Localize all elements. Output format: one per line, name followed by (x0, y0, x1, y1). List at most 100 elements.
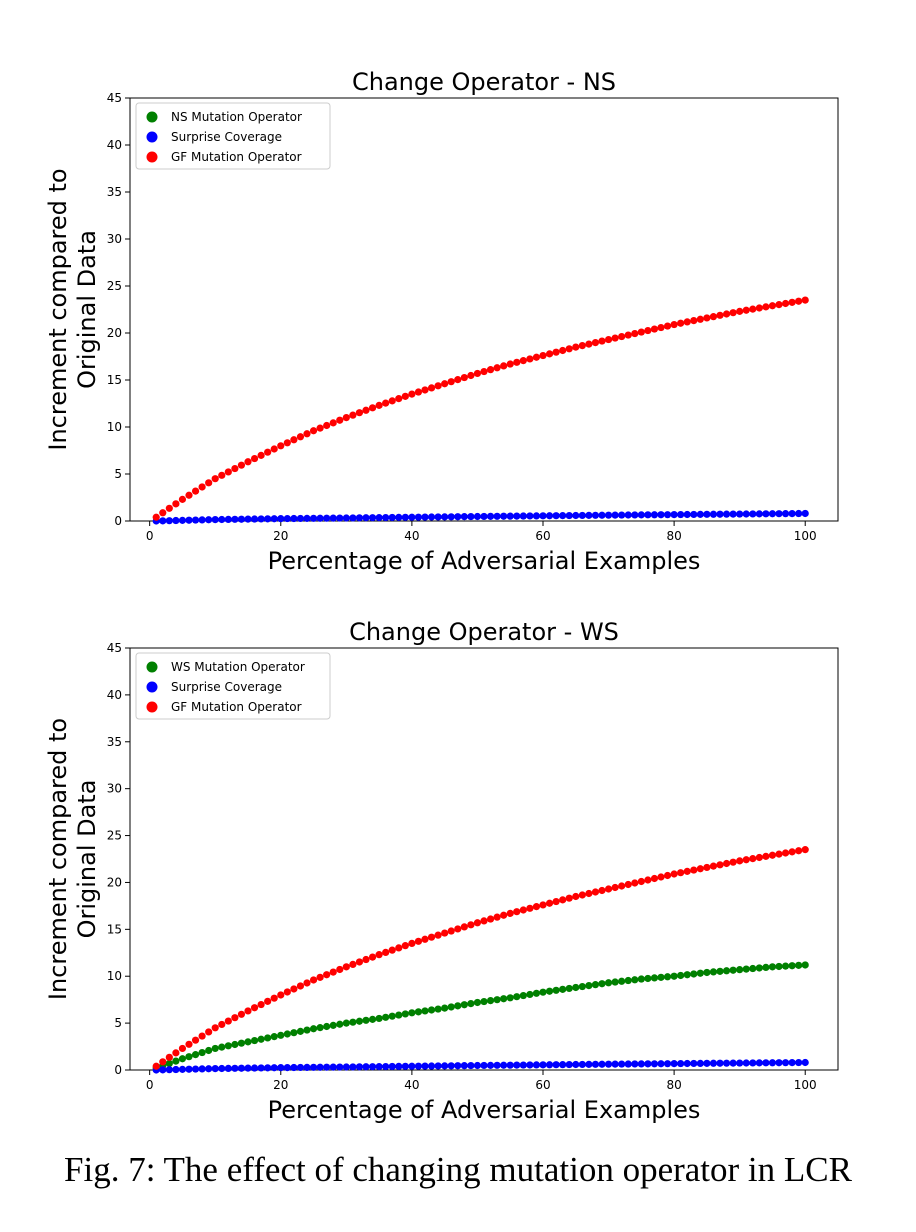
data-point (788, 962, 796, 970)
data-point (709, 313, 718, 321)
data-point (375, 514, 383, 522)
x-tick-label: 20 (273, 1078, 288, 1092)
data-point (624, 880, 632, 889)
data-point (657, 873, 665, 881)
legend-label: WS Mutation Operator (171, 660, 305, 674)
x-axis-label: Percentage of Adversarial Examples (268, 547, 701, 575)
data-point (264, 448, 272, 456)
chart-ws: Change Operator - WS 0 20 40 60 80 100 0 5 10 15 20… (44, 618, 839, 1124)
data-point (165, 1066, 173, 1074)
data-point (611, 978, 619, 986)
data-point (696, 865, 704, 873)
data-point (644, 326, 652, 335)
data-point (690, 970, 698, 978)
data-point (368, 953, 377, 961)
data-point (323, 421, 331, 430)
data-point (644, 974, 652, 983)
data-point (244, 1064, 252, 1072)
y-tick-label: 0 (114, 514, 122, 528)
data-point (690, 1059, 698, 1068)
data-point (283, 1063, 291, 1072)
data-point (342, 414, 350, 422)
chart-ns: Change Operator - NS 0 20 40 60 80 100 0 5 10 15 20… (44, 68, 839, 575)
data-point (762, 852, 770, 860)
data-point (559, 985, 567, 993)
data-point (480, 367, 488, 376)
data-point (441, 1062, 449, 1070)
data-point (500, 995, 508, 1003)
data-point (722, 967, 731, 975)
legend-marker (146, 131, 158, 143)
data-point (185, 1053, 193, 1061)
data-point (513, 358, 521, 366)
data-point (591, 888, 600, 896)
data-point (454, 1002, 462, 1010)
data-point (677, 510, 685, 519)
data-point (604, 979, 613, 987)
data-point (716, 967, 724, 975)
y-tick-label: 15 (107, 373, 122, 387)
data-point (696, 1059, 704, 1067)
data-point (460, 1001, 468, 1009)
data-point (421, 935, 429, 943)
data-point (473, 919, 482, 927)
data-point (237, 1064, 246, 1072)
data-point (264, 997, 272, 1005)
data-point (270, 994, 278, 1002)
data-point (159, 1066, 167, 1074)
data-point (604, 1060, 613, 1068)
data-point (336, 416, 344, 424)
y-tick-label: 35 (107, 185, 122, 199)
legend-label: GF Mutation Operator (171, 150, 302, 164)
y-tick-label: 20 (107, 326, 122, 340)
data-point (657, 511, 665, 519)
data-point (532, 989, 541, 997)
data-point (447, 927, 455, 935)
data-point (604, 335, 613, 344)
data-point (368, 404, 377, 412)
data-point (342, 1019, 350, 1027)
data-point (552, 897, 560, 906)
data-point (427, 1062, 436, 1070)
data-point (401, 392, 409, 400)
data-point (441, 1004, 449, 1012)
data-point (493, 512, 501, 520)
data-point (152, 1062, 160, 1070)
data-point (257, 1000, 265, 1009)
legend-marker (146, 111, 158, 123)
data-point (421, 386, 429, 394)
data-point (165, 1053, 173, 1061)
data-point (722, 310, 731, 318)
data-point (270, 1033, 278, 1041)
legend-box (135, 652, 331, 720)
data-point (198, 1065, 206, 1073)
data-point (473, 369, 482, 378)
data-point (434, 1005, 442, 1013)
data-point (172, 1049, 180, 1057)
data-point (703, 863, 711, 872)
data-point (362, 955, 370, 964)
data-point (172, 1057, 180, 1065)
data-point (788, 848, 796, 856)
data-point (572, 892, 580, 901)
data-point (519, 512, 527, 520)
data-point (198, 1048, 206, 1057)
x-axis-label: Percentage of Adversarial Examples (268, 1096, 701, 1124)
data-point (454, 1062, 462, 1070)
data-point (585, 1060, 593, 1068)
data-point (244, 458, 252, 466)
y-axis-label: Original Data (73, 230, 101, 389)
data-point (270, 515, 278, 523)
data-point (165, 1059, 173, 1068)
data-point (336, 965, 344, 974)
data-point (572, 983, 580, 992)
figure-caption: Fig. 7: The effect of changing mutation … (64, 1150, 852, 1189)
data-point (224, 468, 232, 476)
data-point (526, 990, 534, 999)
data-point (657, 973, 665, 981)
data-point (637, 1060, 645, 1068)
data-point (270, 445, 278, 453)
data-point (519, 357, 527, 365)
data-point (303, 514, 311, 522)
